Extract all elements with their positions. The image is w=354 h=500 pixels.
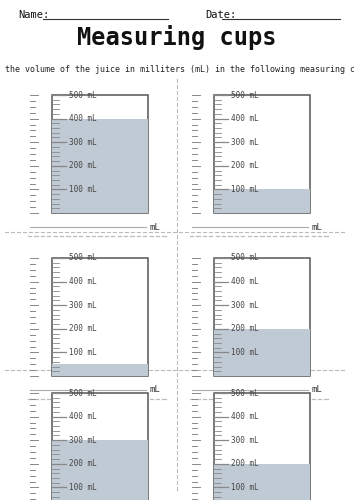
Text: 100 mL: 100 mL [69,348,97,357]
Text: Date:: Date: [205,10,236,20]
Bar [52,440,148,500]
Text: 300 mL: 300 mL [231,138,259,146]
Text: mL: mL [312,386,323,394]
Text: 400 mL: 400 mL [231,277,259,286]
Bar [214,190,310,213]
Text: 400 mL: 400 mL [69,277,97,286]
Text: mL: mL [312,222,323,232]
Text: 200 mL: 200 mL [231,324,259,334]
Text: 500 mL: 500 mL [69,254,97,262]
Text: 400 mL: 400 mL [231,412,259,421]
Text: 400 mL: 400 mL [69,412,97,421]
Text: 500 mL: 500 mL [231,254,259,262]
Bar [52,364,148,376]
Text: Find the volume of the juice in milliters (mL) in the following measuring cups.: Find the volume of the juice in milliter… [0,65,354,74]
Bar [214,464,310,500]
Text: 200 mL: 200 mL [231,162,259,170]
Text: mL: mL [150,222,161,232]
Text: 400 mL: 400 mL [69,114,97,123]
Text: mL: mL [150,386,161,394]
Text: 200 mL: 200 mL [69,460,97,468]
Text: 300 mL: 300 mL [231,436,259,444]
Bar [52,393,148,500]
Text: 100 mL: 100 mL [69,483,97,492]
Text: 500 mL: 500 mL [69,90,97,100]
Text: 100 mL: 100 mL [231,348,259,357]
Bar [52,95,148,213]
Text: 200 mL: 200 mL [69,162,97,170]
Text: 100 mL: 100 mL [69,185,97,194]
Bar [214,258,310,376]
Bar [214,329,310,376]
Text: 100 mL: 100 mL [231,483,259,492]
Text: 500 mL: 500 mL [231,90,259,100]
Bar [214,393,310,500]
Bar [52,118,148,213]
Text: 300 mL: 300 mL [69,436,97,444]
Text: 100 mL: 100 mL [231,185,259,194]
Text: 300 mL: 300 mL [69,300,97,310]
Bar [214,95,310,213]
Text: 400 mL: 400 mL [231,114,259,123]
Text: Measuring cups: Measuring cups [77,25,277,50]
Text: 300 mL: 300 mL [231,300,259,310]
Text: 200 mL: 200 mL [231,460,259,468]
Text: 300 mL: 300 mL [69,138,97,146]
Text: 500 mL: 500 mL [231,388,259,398]
Text: Name:: Name: [18,10,49,20]
Text: 200 mL: 200 mL [69,324,97,334]
Text: 500 mL: 500 mL [69,388,97,398]
Bar [52,258,148,376]
